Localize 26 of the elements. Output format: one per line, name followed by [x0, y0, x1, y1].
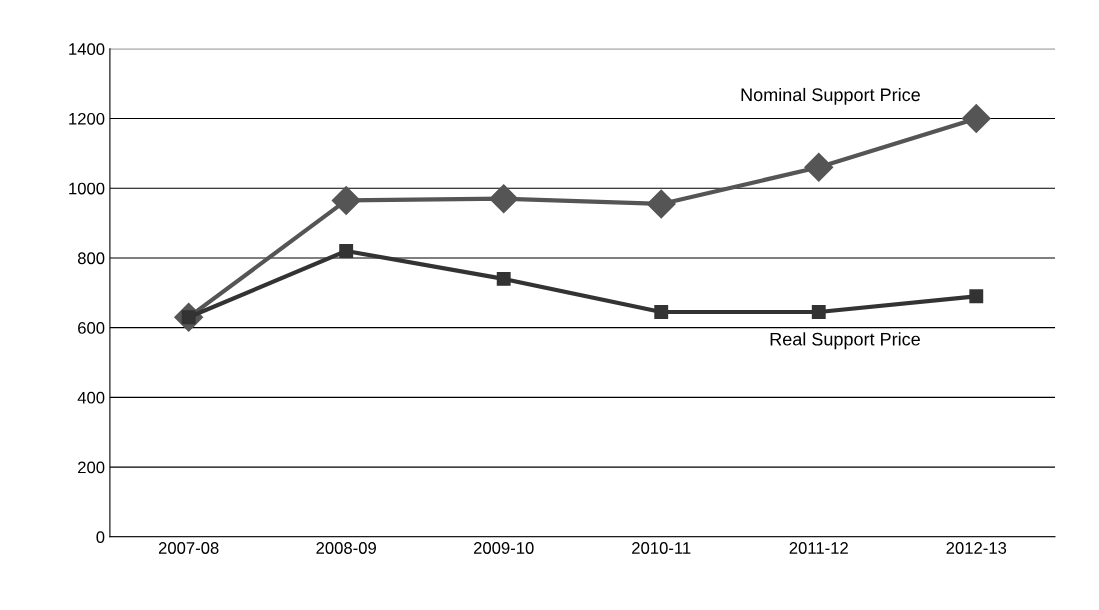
- series-label: Nominal Support Price: [741, 87, 920, 105]
- point: [489, 184, 519, 214]
- x-tick-label: 2010-11: [632, 542, 691, 554]
- y-tick-label: 1000: [69, 182, 105, 195]
- point: [804, 152, 834, 182]
- point: [496, 271, 511, 286]
- point: [811, 305, 826, 319]
- x-tick-label: 2011-12: [789, 542, 848, 554]
- point: [654, 305, 669, 319]
- point: [961, 104, 991, 133]
- y-tick-label: 1400: [69, 43, 105, 55]
- y-tick-label: 1200: [69, 112, 105, 125]
- x-tick-label: 2008-09: [316, 542, 376, 554]
- y-tick-label: 200: [78, 461, 105, 474]
- y-tick-label: 800: [77, 252, 105, 265]
- point: [646, 189, 676, 219]
- point: [331, 185, 361, 215]
- point: [969, 289, 984, 304]
- point: [339, 244, 354, 258]
- x-tick-label: 2012-13: [946, 542, 1007, 554]
- x-tick-label: 2007-08: [158, 542, 219, 554]
- y-tick-label: 0: [96, 531, 105, 543]
- x-tick-label: 2009-10: [473, 542, 534, 554]
- y-tick-label: 600: [78, 322, 105, 334]
- series-label: Real Support Price: [770, 332, 920, 350]
- y-tick-label: 400: [77, 391, 105, 404]
